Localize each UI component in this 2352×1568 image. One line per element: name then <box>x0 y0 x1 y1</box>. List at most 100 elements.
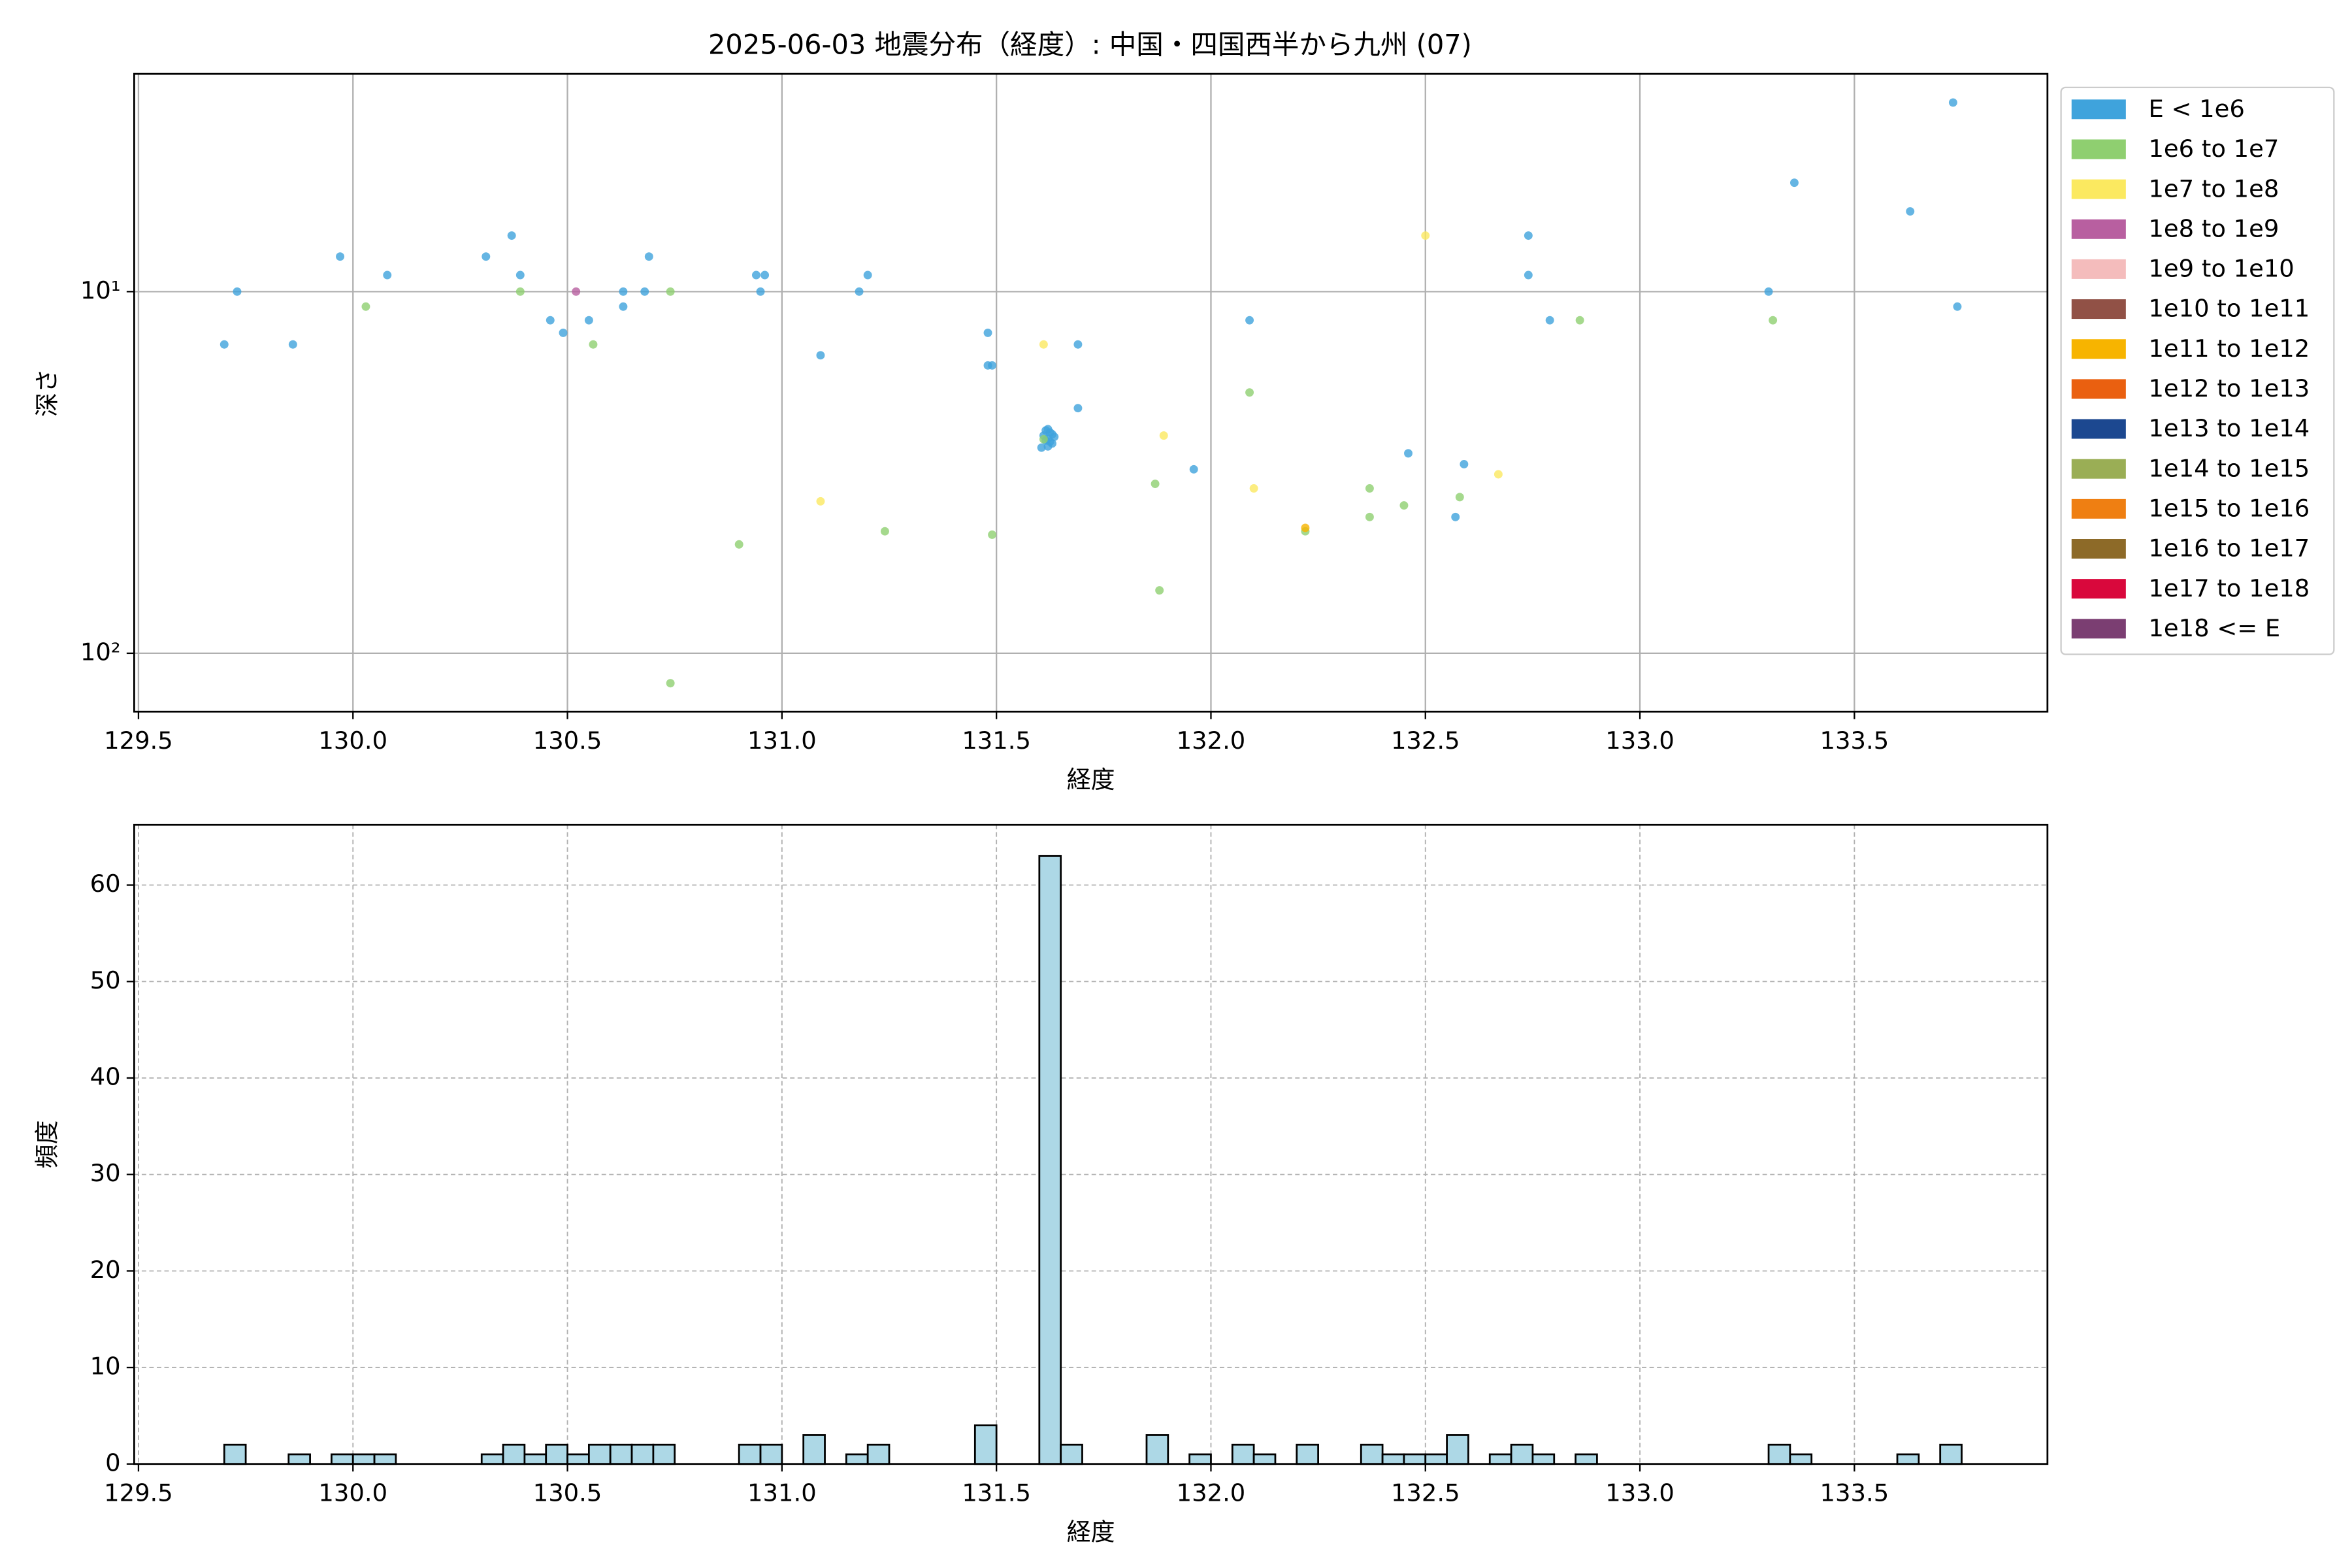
histogram-bar <box>630 1443 655 1465</box>
data-point <box>644 252 653 261</box>
legend-label: 1e6 to 1e7 <box>2148 135 2279 163</box>
data-point <box>1404 449 1413 458</box>
data-point <box>1953 302 1962 311</box>
histogram-bar <box>1231 1443 1255 1465</box>
histogram-bar <box>1789 1453 1813 1465</box>
histogram-bar <box>1403 1453 1427 1465</box>
histogram-bar <box>1510 1443 1534 1465</box>
data-point <box>515 287 525 296</box>
data-point <box>1460 460 1469 468</box>
data-point <box>1524 231 1533 240</box>
data-point <box>983 328 992 337</box>
data-point <box>1301 523 1310 532</box>
data-point <box>1455 493 1464 502</box>
legend-swatch <box>2071 619 2126 639</box>
data-point <box>482 252 491 261</box>
legend-label: 1e14 to 1e15 <box>2148 454 2310 482</box>
histogram-bar <box>1896 1453 1920 1465</box>
histogram-bar <box>1381 1453 1405 1465</box>
x-tick-label: 131.0 <box>747 1478 817 1507</box>
legend-swatch <box>2071 99 2126 120</box>
histogram-bar <box>1424 1453 1448 1465</box>
data-point <box>752 270 760 280</box>
data-point <box>507 231 516 240</box>
legend-swatch <box>2071 419 2126 439</box>
data-point <box>233 287 242 296</box>
data-point <box>1789 178 1799 188</box>
x-axis-label: 経度 <box>1067 766 1115 794</box>
data-point <box>383 270 392 280</box>
x-tick-label: 129.5 <box>104 727 173 755</box>
axes-frame <box>133 823 2049 1465</box>
data-point <box>1189 465 1198 474</box>
x-tick-label: 131.5 <box>962 727 1031 755</box>
x-tick-label: 133.5 <box>1820 1478 1889 1507</box>
y-tick-label: 30 <box>90 1159 121 1187</box>
data-point <box>1451 512 1460 521</box>
data-point <box>666 287 675 296</box>
histogram-bar <box>331 1453 354 1465</box>
histogram-bar <box>502 1443 526 1465</box>
x-tick-label: 133.0 <box>1605 727 1674 755</box>
legend-label: 1e7 to 1e8 <box>2148 174 2279 203</box>
legend-swatch <box>2071 498 2126 519</box>
histogram-bar <box>866 1443 890 1465</box>
histogram-bar <box>1531 1453 1556 1465</box>
legend-swatch <box>2071 459 2126 479</box>
data-point <box>1249 484 1258 493</box>
data-point <box>1575 316 1584 325</box>
data-point <box>816 497 825 506</box>
histogram-bar <box>1360 1443 1384 1465</box>
data-point <box>572 287 581 296</box>
legend-label: 1e17 to 1e18 <box>2148 574 2310 602</box>
histogram-bar <box>1145 1434 1169 1465</box>
histogram-bar <box>1446 1434 1469 1465</box>
histogram-bar <box>523 1453 547 1465</box>
x-tick-label: 131.5 <box>962 1478 1031 1507</box>
histogram-bar <box>845 1453 869 1465</box>
data-point <box>1039 340 1048 349</box>
histogram-bar <box>1767 1443 1791 1465</box>
histogram-bar <box>223 1443 247 1465</box>
legend-swatch <box>2071 139 2126 159</box>
data-point <box>220 340 229 349</box>
plot-area <box>134 74 2048 712</box>
histogram-bar <box>759 1443 783 1465</box>
y-tick-label: 10¹ <box>80 276 121 304</box>
histogram-bar <box>973 1424 998 1465</box>
x-tick-label: 130.0 <box>318 727 387 755</box>
histogram-bar <box>1252 1453 1277 1465</box>
x-tick-label: 133.0 <box>1605 1478 1674 1507</box>
histogram-bar <box>351 1453 376 1465</box>
legend-label: 1e12 to 1e13 <box>2148 374 2310 402</box>
y-tick-label: 20 <box>90 1256 121 1284</box>
data-point <box>760 270 770 280</box>
data-point <box>734 540 743 549</box>
histogram-bar <box>566 1453 590 1465</box>
histogram-bar <box>1296 1443 1320 1465</box>
data-point <box>1906 207 1915 216</box>
legend-label: E < 1e6 <box>2148 95 2244 123</box>
y-tick-label: 10 <box>90 1352 121 1380</box>
legend-swatch <box>2071 379 2126 399</box>
legend-box <box>2060 86 2335 655</box>
legend-label: 1e11 to 1e12 <box>2148 335 2310 363</box>
legend-label: 1e8 to 1e9 <box>2148 214 2279 242</box>
data-point <box>1365 484 1374 493</box>
histogram-bar <box>1188 1453 1212 1465</box>
legend-swatch <box>2071 219 2126 239</box>
data-point <box>640 287 649 296</box>
data-point <box>1764 287 1773 296</box>
legend-label: 1e18 <= E <box>2148 614 2280 642</box>
legend-label: 1e9 to 1e10 <box>2148 255 2294 283</box>
data-point <box>1151 480 1160 489</box>
x-tick-label: 129.5 <box>104 1478 173 1507</box>
histogram-bar <box>738 1443 762 1465</box>
data-point <box>619 302 628 311</box>
data-point <box>1245 388 1254 397</box>
y-axis-label: 頻度 <box>33 1120 61 1169</box>
data-point <box>1245 316 1254 325</box>
histogram-bar <box>287 1453 311 1465</box>
data-point <box>855 287 864 296</box>
data-point <box>1073 404 1083 413</box>
